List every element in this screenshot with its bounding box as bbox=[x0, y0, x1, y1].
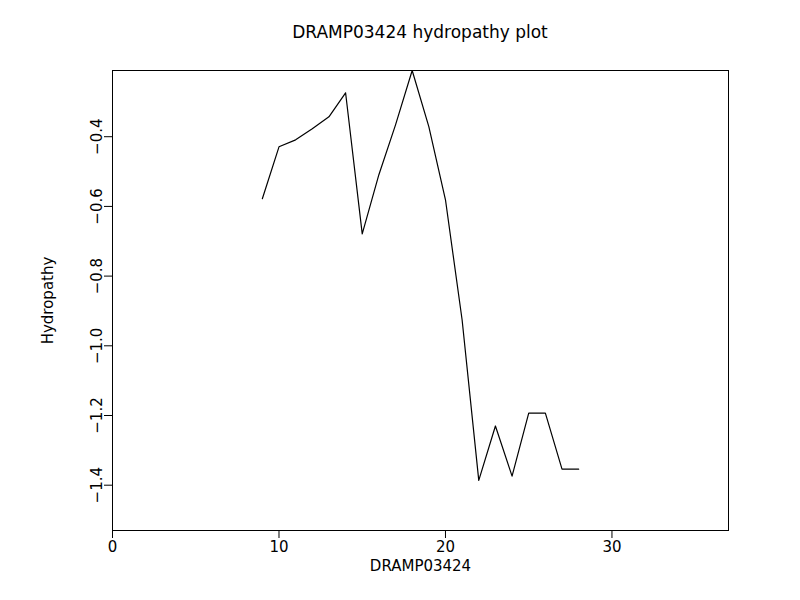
svg-text:0: 0 bbox=[108, 538, 118, 556]
svg-text:10: 10 bbox=[269, 538, 288, 556]
svg-text:−0.4: −0.4 bbox=[88, 118, 106, 154]
svg-text:30: 30 bbox=[602, 538, 621, 556]
svg-text:−0.8: −0.8 bbox=[88, 258, 106, 294]
svg-text:−1.0: −1.0 bbox=[88, 328, 106, 364]
svg-text:20: 20 bbox=[436, 538, 455, 556]
svg-text:−0.6: −0.6 bbox=[88, 188, 106, 224]
svg-text:−1.2: −1.2 bbox=[88, 397, 106, 433]
html-text:DRAMP03424 hydropathy plot: DRAMP03424 hydropathy plot bbox=[292, 22, 548, 42]
svg-text:−1.4: −1.4 bbox=[88, 467, 106, 503]
svg-text:Hydropathy: Hydropathy bbox=[39, 257, 57, 345]
svg-text:DRAMP03424: DRAMP03424 bbox=[370, 557, 471, 575]
